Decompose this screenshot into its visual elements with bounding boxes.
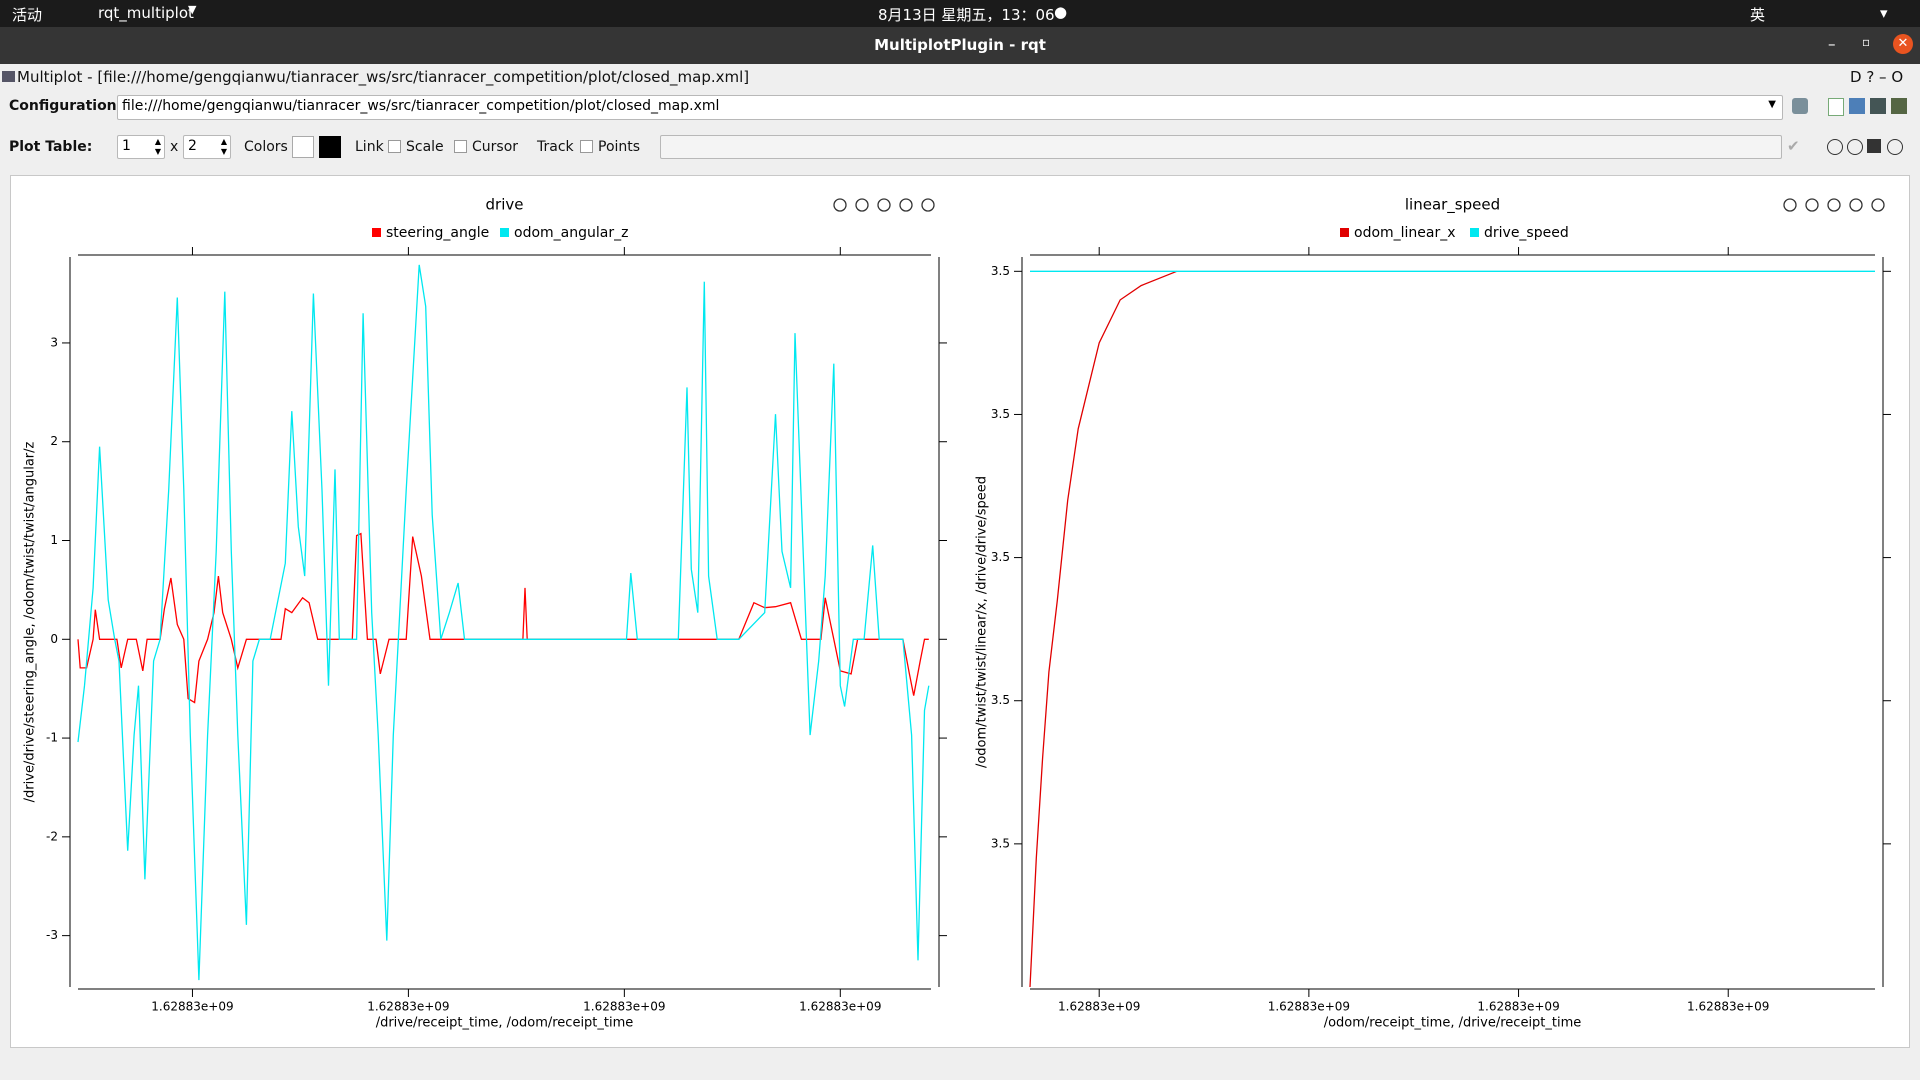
spin-arrows: ▲ ▼ <box>154 137 161 156</box>
minimize[interactable]: – <box>1828 35 1836 53</box>
input-method[interactable]: 英 <box>1750 6 1766 24</box>
clear-all-button[interactable] <box>1867 139 1881 153</box>
system-menu[interactable]: ▾ <box>1880 4 1888 22</box>
scale-label: Scale <box>406 139 444 155</box>
configuration-combo[interactable]: file:///home/gengqianwu/tianracer_ws/src… <box>117 95 1783 120</box>
colors-label: Colors <box>244 139 288 155</box>
plugin-title-text: Multiplot - [file:///home/gengqianwu/tia… <box>17 68 750 86</box>
clock[interactable]: 8月13日 星期五，13：06 <box>878 6 1055 24</box>
title-bar: MultiplotPlugin - rqt – ▫ ✕ <box>0 27 1920 64</box>
apply-button[interactable]: ✔ <box>1787 137 1800 155</box>
plot-table-label: Plot Table: <box>9 139 93 155</box>
rows-value: 1 <box>122 138 131 154</box>
plugin-icon <box>2 71 15 82</box>
configuration-value: file:///home/gengqianwu/tianracer_ws/src… <box>122 98 720 114</box>
points-label: Points <box>598 139 641 155</box>
maximize[interactable]: ▫ <box>1862 35 1871 49</box>
track-label: Track <box>537 139 574 155</box>
open-button[interactable] <box>1849 98 1865 114</box>
columns-spinbox[interactable]: 2 ▲ ▼ <box>183 135 231 159</box>
spin-arrows: ▲ ▼ <box>220 137 227 156</box>
columns-value: 2 <box>188 138 197 154</box>
cursor-label: Cursor <box>472 139 519 155</box>
progress-field <box>660 135 1782 159</box>
foreground-color[interactable] <box>319 136 341 158</box>
reload-button[interactable] <box>1792 98 1808 114</box>
background-color[interactable] <box>292 136 314 158</box>
scale-checkbox[interactable] <box>454 140 467 153</box>
window-title: MultiplotPlugin - rqt <box>874 36 1046 54</box>
close[interactable]: ✕ <box>1893 34 1913 54</box>
link-checkbox[interactable] <box>388 140 401 153</box>
new-button[interactable] <box>1828 98 1844 116</box>
configuration-label: Configuration: <box>9 98 123 114</box>
link-label: Link <box>355 139 384 155</box>
export-all-button[interactable] <box>1887 139 1903 155</box>
combo-arrow: ▼ <box>1768 99 1776 110</box>
plugin-title: Multiplot - [file:///home/gengqianwu/tia… <box>2 68 749 86</box>
app-menu-arrow: ▼ <box>188 3 197 16</box>
track-checkbox[interactable] <box>580 140 593 153</box>
app-menu[interactable]: rqt_multiplot <box>98 4 194 22</box>
rows-spinbox[interactable]: 1 ▲ ▼ <box>117 135 165 159</box>
run-all-button[interactable] <box>1827 139 1843 155</box>
dock-buttons[interactable]: D ? – O <box>1850 68 1904 86</box>
top-bar: 活动 rqt_multiplot ▼ 8月13日 星期五，13：06 ● 英 ▾ <box>0 0 1920 27</box>
plot-panel <box>10 175 1910 1048</box>
times-label: x <box>170 139 179 155</box>
notification-dot: ● <box>1054 3 1068 21</box>
activities[interactable]: 活动 <box>12 6 43 24</box>
save-button[interactable] <box>1870 98 1886 114</box>
save-as-button[interactable] <box>1891 98 1907 114</box>
pause-all-button[interactable] <box>1847 139 1863 155</box>
